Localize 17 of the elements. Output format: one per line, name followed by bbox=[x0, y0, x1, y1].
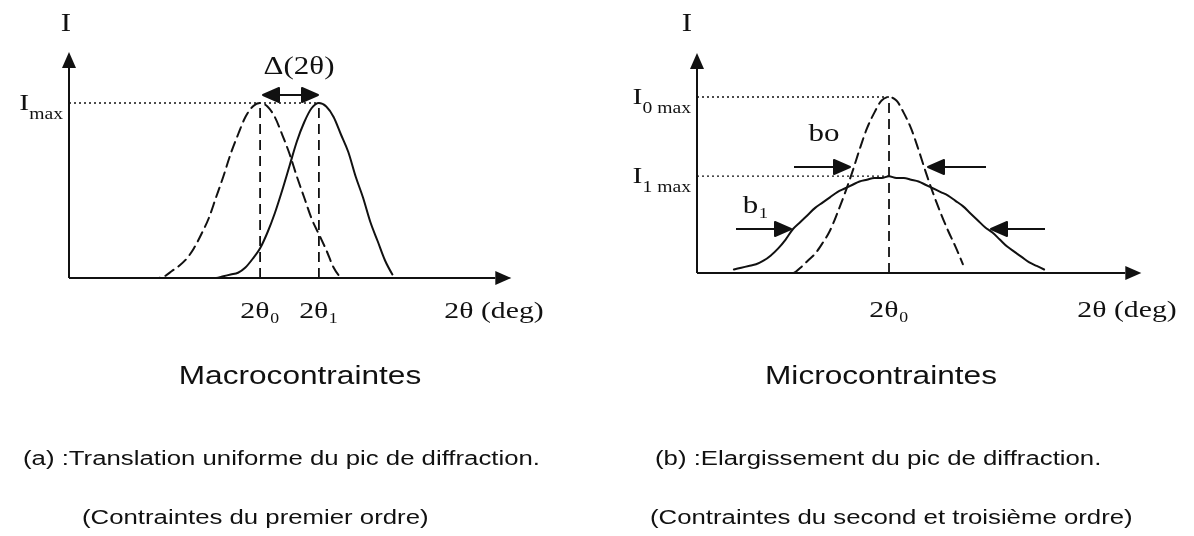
text: Δ(2θ) bbox=[263, 51, 335, 80]
y-axis-title: I bbox=[681, 8, 693, 37]
x-tick-label: 2θ₁ bbox=[299, 296, 339, 324]
text: Macrocontraintes bbox=[178, 360, 422, 390]
text: (a) :Translation uniforme du pic de diffraction. bbox=[23, 446, 541, 470]
annotation: b₁ bbox=[742, 190, 770, 219]
text: Microcontraintes bbox=[765, 360, 997, 390]
ref-line-label: I$_{max}$ bbox=[19, 88, 64, 123]
text: (Contraintes du premier ordre) bbox=[82, 505, 429, 529]
x-axis-title: 2θ (deg) bbox=[1077, 295, 1177, 323]
text: (b) :Elargissement du pic de diffraction. bbox=[655, 446, 1102, 470]
y-axis-title: I bbox=[60, 8, 72, 37]
x-axis-title: 2θ (deg) bbox=[444, 296, 544, 324]
annotation: bo bbox=[808, 118, 840, 147]
ref-line-label: I$_{1 max}$ bbox=[632, 161, 692, 196]
ref-line-label: I$_{0 max}$ bbox=[632, 82, 692, 117]
text: (Contraintes du second et troisième ordre) bbox=[650, 505, 1133, 529]
